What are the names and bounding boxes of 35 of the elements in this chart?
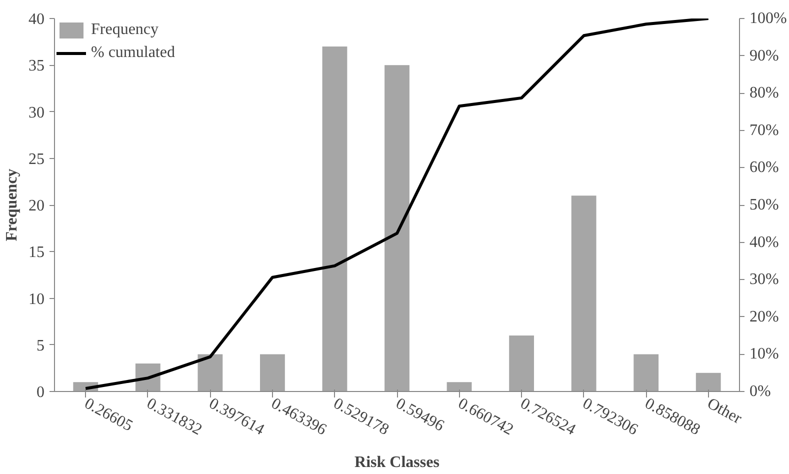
y2-tick-label: 10% <box>750 346 779 363</box>
y-tick-label: 40 <box>28 11 44 28</box>
bar <box>384 65 410 392</box>
y2-tick-label: 100% <box>750 10 787 27</box>
y2-tick-label: 80% <box>750 84 779 102</box>
bar <box>198 354 223 392</box>
y-tick-label: 30 <box>28 104 44 122</box>
y-tick-label: 20 <box>28 198 44 214</box>
y-tick-label: 15 <box>28 244 44 262</box>
y-tick-label: 25 <box>28 150 44 168</box>
y-tick-label: 0 <box>36 384 44 401</box>
y-tick-label: 5 <box>36 337 44 354</box>
bar <box>696 372 721 392</box>
y-axis-title: Frequency <box>4 168 20 242</box>
y2-tick-label: 60% <box>750 159 779 176</box>
legend-label: Frequency <box>91 21 159 39</box>
x-axis-title: Risk Classes <box>354 454 440 472</box>
bar <box>509 336 534 392</box>
y-tick-label: 35 <box>28 58 44 75</box>
x-tick-label: Other <box>704 395 745 428</box>
y-tick-label: 10 <box>28 290 44 308</box>
y2-tick-label: 90% <box>750 47 779 64</box>
bar <box>634 354 659 392</box>
bar <box>571 196 596 392</box>
y2-tick-label: 70% <box>750 122 779 139</box>
y2-tick-label: 20% <box>750 308 779 326</box>
legend-label: % cumulated <box>91 44 175 62</box>
y2-tick-label: 30% <box>750 271 779 288</box>
y2-tick-label: 40% <box>750 234 779 251</box>
bar <box>260 354 285 392</box>
y2-tick-label: 0% <box>750 383 771 400</box>
bar <box>322 46 348 392</box>
line-series <box>84 18 710 390</box>
y2-tick-label: 50% <box>750 196 779 214</box>
bar <box>446 382 472 392</box>
